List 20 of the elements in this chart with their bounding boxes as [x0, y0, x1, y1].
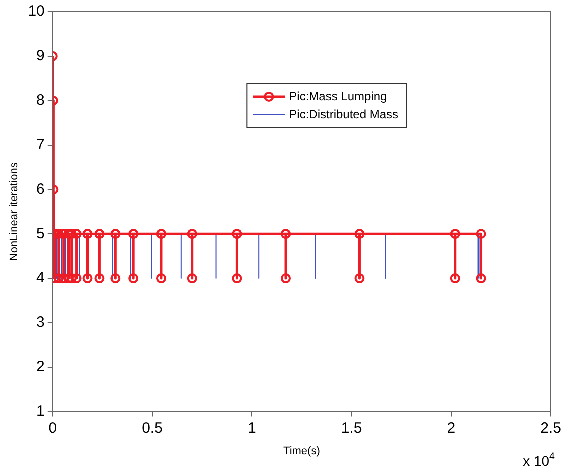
legend-label: Pic:Mass Lumping — [289, 89, 388, 104]
x-tick-label: 1 — [248, 420, 256, 437]
x-axis-title: Time(s) — [284, 445, 320, 458]
y-tick-label: 10 — [28, 3, 45, 20]
x-tick-label: 2.5 — [540, 420, 562, 437]
y-tick-label: 4 — [36, 270, 45, 287]
x-tick-label: 0 — [48, 420, 58, 437]
x-tick-label: 0.5 — [142, 420, 163, 437]
y-tick-label: 6 — [36, 180, 45, 198]
y-tick-label: 5 — [36, 225, 45, 242]
y-tick-label: 9 — [36, 48, 45, 65]
y-axis-title: NonLinear iterations — [8, 162, 21, 262]
x-tick-label: 1.5 — [341, 420, 362, 437]
y-tick-label: 1 — [36, 402, 45, 420]
legend-label: Pic:Distributed Mass — [289, 107, 399, 122]
y-tick-label: 8 — [36, 92, 45, 109]
y-tick-label: 3 — [36, 314, 45, 332]
y-tick-label: 7 — [36, 136, 45, 154]
x-tick-label: 2 — [447, 420, 456, 437]
y-tick-label: 2 — [36, 358, 45, 376]
